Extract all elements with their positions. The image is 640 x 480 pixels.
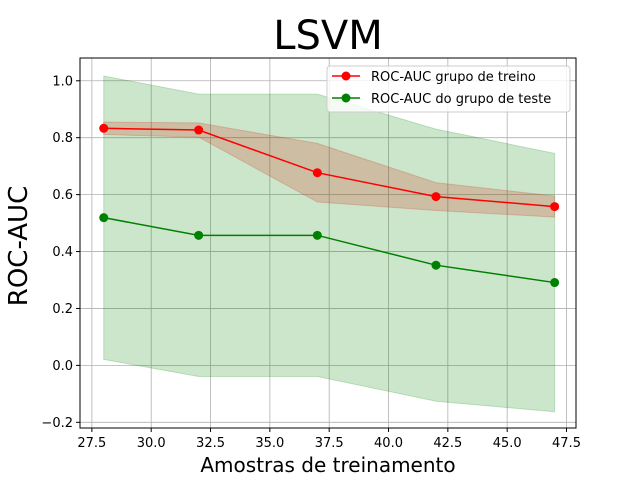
point-train: [550, 202, 560, 212]
point-test: [431, 260, 441, 270]
point-train: [194, 125, 204, 135]
point-train: [431, 192, 441, 202]
legend-label-test: ROC-AUC do grupo de teste: [371, 92, 551, 107]
x-axis-ticks: 27.5 30.0 32.5 35.0 37.5 40.0 42.5 45.0 47.5: [77, 428, 581, 451]
point-train: [99, 123, 109, 133]
y-tick-label: −0.2: [41, 416, 73, 431]
y-tick-label: 0.4: [52, 245, 73, 260]
legend-label-train: ROC-AUC grupo de treino: [371, 70, 536, 85]
legend-marker-test: [341, 93, 351, 103]
y-tick-label: 0.0: [52, 359, 73, 374]
point-test: [99, 213, 109, 223]
plot-frame: [79, 57, 577, 429]
legend: ROC-AUC grupo de treino ROC-AUC do grupo…: [326, 65, 571, 113]
x-tick-label: 42.5: [433, 436, 462, 451]
x-tick-label: 27.5: [77, 436, 106, 451]
x-tick-label: 37.5: [315, 436, 344, 451]
series-markers: [99, 123, 560, 288]
point-test: [550, 278, 560, 288]
point-test: [194, 230, 204, 240]
chart-title: LSVM: [273, 13, 383, 59]
legend-entry-train: ROC-AUC grupo de treino: [332, 70, 536, 85]
legend-box: [326, 65, 571, 113]
y-axis-ticks: −0.2 0.0 0.2 0.4 0.6 0.8 1.0: [41, 74, 80, 431]
x-tick-label: 32.5: [196, 436, 225, 451]
x-tick-label: 40.0: [374, 436, 403, 451]
x-tick-label: 35.0: [255, 436, 284, 451]
band-test: [103, 75, 556, 413]
x-axis-label: Amostras de treinamento: [200, 453, 455, 477]
point-test: [312, 230, 322, 240]
x-tick-label: 47.5: [552, 436, 581, 451]
legend-entry-test: ROC-AUC do grupo de teste: [332, 92, 551, 107]
legend-marker-train: [341, 71, 351, 81]
y-tick-label: 0.8: [52, 131, 73, 146]
x-tick-label: 45.0: [493, 436, 522, 451]
y-axis-label: ROC-AUC: [4, 186, 34, 306]
y-tick-label: 0.6: [52, 188, 73, 203]
confidence-bands: [103, 75, 556, 413]
y-tick-label: 1.0: [52, 74, 73, 89]
band-train: [103, 121, 556, 218]
x-tick-label: 30.0: [137, 436, 166, 451]
point-train: [312, 168, 322, 178]
y-tick-label: 0.2: [52, 302, 73, 317]
grid-lines: [80, 58, 576, 428]
